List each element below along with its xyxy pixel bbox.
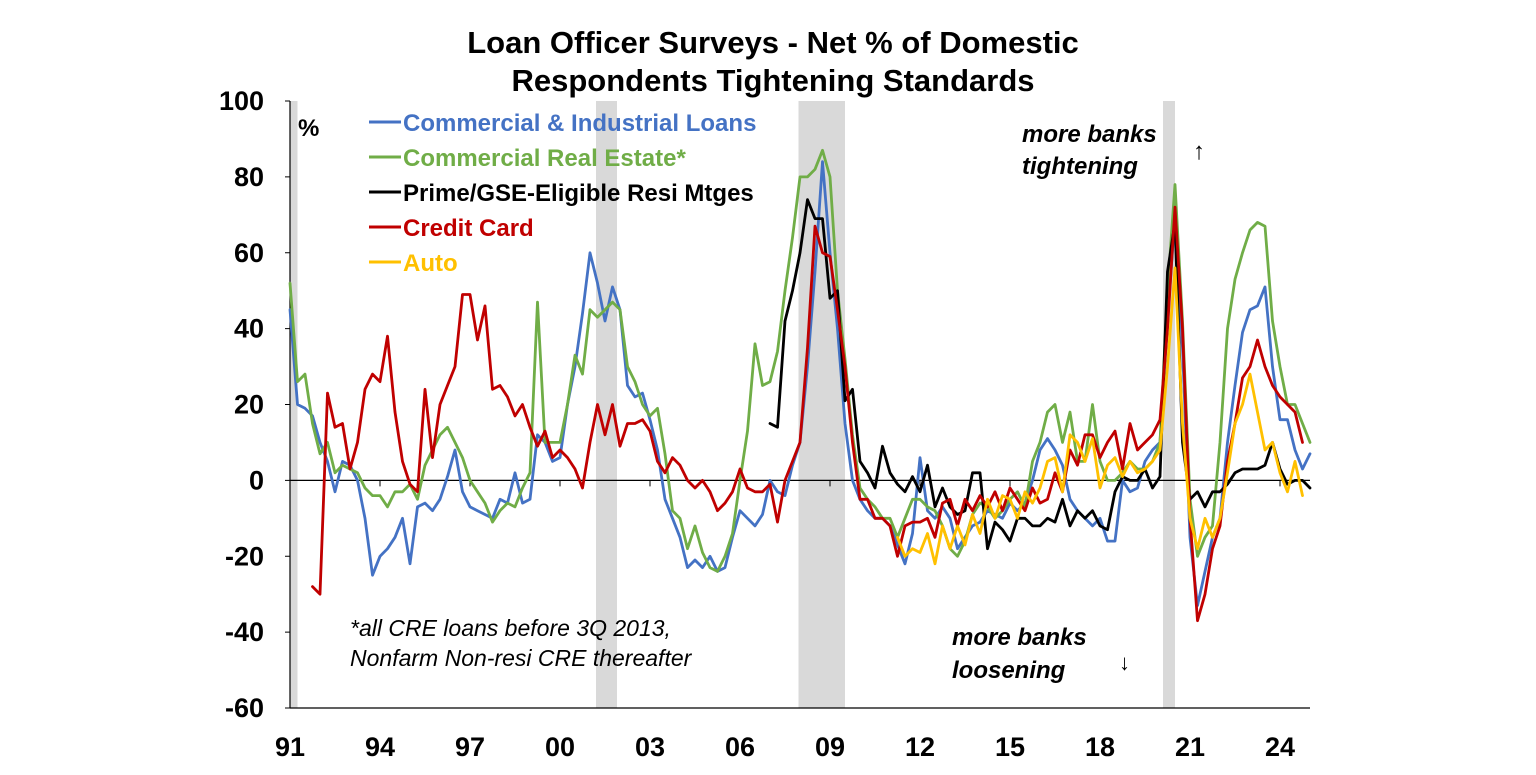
axes: -60 -40 -20 0 20 40 60 80 100 91 94 97 00 03 06 09 12 15 1… (219, 86, 1310, 762)
chart-title-line-1: Loan Officer Surveys - Net % of Domestic (467, 25, 1079, 60)
legend-label: Auto (403, 250, 458, 277)
loosening-annotation-line-1: more banks (952, 624, 1087, 651)
x-tick-label: 09 (815, 732, 845, 762)
tightening-annotation-line-2: tightening (1022, 153, 1138, 180)
x-tick-label: 21 (1175, 732, 1205, 762)
y-unit-label: % (298, 115, 319, 142)
legend-label: Credit Card (403, 215, 534, 242)
loosening-annotation-line-2: loosening (952, 657, 1066, 684)
recession-band-1 (596, 101, 617, 708)
down-arrow-icon: ↓ (1119, 650, 1130, 675)
legend-label: Commercial Real Estate* (403, 145, 686, 172)
y-tick-label: 80 (234, 162, 264, 192)
y-tick-label: 20 (234, 390, 264, 420)
tightening-annotation-line-1: more banks (1022, 121, 1157, 148)
x-tick-label: 15 (995, 732, 1025, 762)
y-tick-label: -40 (225, 617, 264, 647)
x-tick-label: 94 (365, 732, 395, 762)
series-line-commercial-real-estate (288, 148, 1312, 573)
x-tick-label: 03 (635, 732, 665, 762)
recession-band-0 (290, 101, 298, 708)
x-tick-label: 06 (725, 732, 755, 762)
y-tick-label: 60 (234, 238, 264, 268)
series-line-auto (896, 266, 1304, 566)
up-arrow-icon: ↑ (1193, 138, 1205, 165)
y-tick-label: -60 (225, 693, 264, 723)
legend-label: Prime/GSE-Eligible Resi Mtges (403, 180, 754, 207)
series-lines (288, 148, 1312, 623)
x-tick-label: 12 (905, 732, 935, 762)
y-tick-label: 100 (219, 86, 264, 116)
x-tick-label: 24 (1265, 732, 1295, 762)
footnote-line-1: *all CRE loans before 3Q 2013, (350, 615, 671, 641)
x-tick-label: 91 (275, 732, 305, 762)
legend: Commercial & Industrial Loans Commercial … (369, 110, 756, 277)
chart-title-line-2: Respondents Tightening Standards (511, 63, 1034, 98)
legend-label: Commercial & Industrial Loans (403, 110, 756, 137)
x-tick-label: 97 (455, 732, 485, 762)
y-tick-label: -20 (225, 541, 264, 571)
x-tick-label: 18 (1085, 732, 1115, 762)
x-tick-label: 00 (545, 732, 575, 762)
series-line-prime-gse-eligible-resi-mtges (768, 198, 1312, 551)
y-tick-label: 0 (249, 465, 264, 495)
y-tick-label: 40 (234, 314, 264, 344)
footnote-line-2: Nonfarm Non-resi CRE thereafter (350, 645, 693, 671)
series-line-credit-card (311, 205, 1304, 623)
